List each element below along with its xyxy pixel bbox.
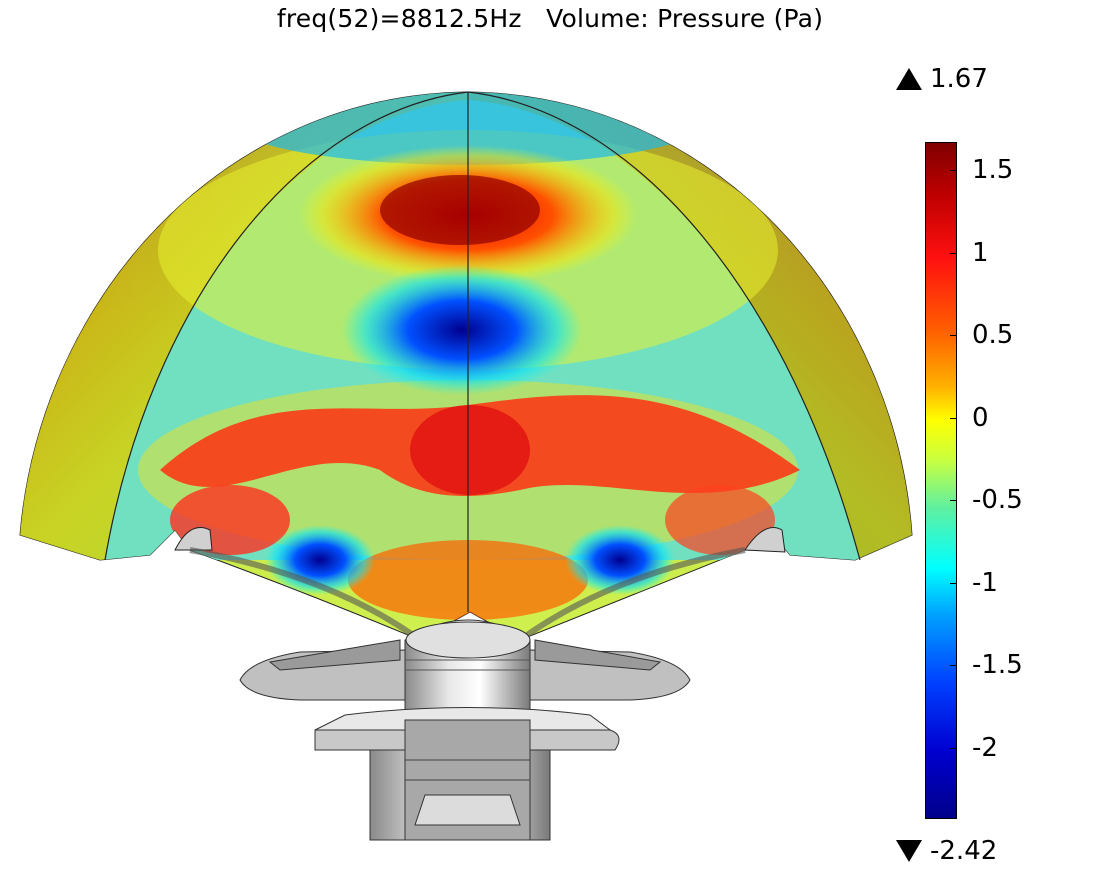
colorbar <box>925 142 957 819</box>
colorbar-max: 1.67 <box>896 64 988 94</box>
colorbar-tick-mark <box>950 170 956 172</box>
colorbar-tick-mark <box>950 417 956 419</box>
colorbar-tick-label: 1.5 <box>972 155 1014 186</box>
voice-coil <box>404 619 531 721</box>
min-triangle-icon <box>896 840 922 862</box>
colorbar-tick-label: 0.5 <box>972 320 1014 351</box>
colorbar-tick-mark <box>950 582 956 584</box>
magnet-assembly <box>314 707 620 841</box>
colorbar-min: -2.42 <box>896 836 997 866</box>
colorbar-tick-mark <box>950 747 956 749</box>
colorbar-tick-mark <box>950 335 956 337</box>
colorbar-max-label: 1.67 <box>930 64 988 94</box>
colorbar-tick-mark <box>950 252 956 254</box>
max-triangle-icon <box>896 68 922 90</box>
colorbar-tick-mark <box>950 665 956 667</box>
colorbar-min-label: -2.42 <box>930 836 998 866</box>
spider-suspension <box>239 639 691 701</box>
colorbar-tick-label: -1.5 <box>972 650 1023 681</box>
colorbar-tick-label: -0.5 <box>972 485 1023 516</box>
colorbar-tick-mark <box>950 500 956 502</box>
colorbar-tick-label: 1 <box>972 237 989 268</box>
colorbar-tick-label: -2 <box>972 732 998 763</box>
colorbar-tick-label: -1 <box>972 567 998 598</box>
plot-title: freq(52)=8812.5Hz Volume: Pressure (Pa) <box>276 4 824 33</box>
colorbar-tick-label: 0 <box>972 402 989 433</box>
